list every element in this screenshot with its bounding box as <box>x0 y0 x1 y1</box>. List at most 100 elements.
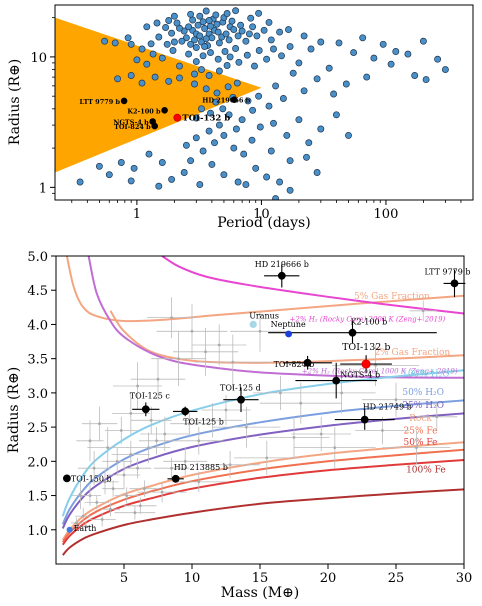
planet-point <box>332 376 341 385</box>
top-data-point <box>265 18 273 26</box>
top-data-point <box>234 32 242 40</box>
top-data-point <box>127 177 135 185</box>
model-curve <box>109 310 464 364</box>
planet-point <box>181 407 190 416</box>
top-data-point <box>255 9 263 17</box>
top-data-point <box>317 125 325 133</box>
faint-point <box>136 466 140 470</box>
top-data-point <box>191 70 198 78</box>
top-data-point <box>220 131 228 139</box>
planet-label: HD 219666 b <box>255 260 309 269</box>
composition-model-labels: 5% Gas Fraction +2% H₂ (Rocky Core) 2000 … <box>290 292 458 475</box>
top-data-point <box>300 32 308 40</box>
top-data-point <box>270 45 277 53</box>
model-label: 100% Fe <box>406 465 446 475</box>
top-data-point <box>350 49 358 57</box>
bottom-y-tick-label: 3.5 <box>27 353 48 368</box>
bottom-x-tick-label: 5 <box>120 571 128 586</box>
top-data-point <box>235 58 243 66</box>
top-data-point <box>285 26 292 34</box>
top-data-point <box>101 37 109 45</box>
model-curve <box>61 459 464 546</box>
planet-point <box>348 328 357 337</box>
top-data-point <box>155 182 163 190</box>
faint-point <box>115 459 119 463</box>
top-data-point <box>124 34 132 42</box>
top-data-point <box>180 169 188 176</box>
top-data-point <box>342 80 350 88</box>
top-data-point <box>201 43 209 51</box>
faint-point <box>125 494 129 497</box>
top-data-point <box>219 105 227 113</box>
top-data-point <box>234 178 242 186</box>
planet-point <box>303 358 312 367</box>
bottom-y-axis-ticks: 1.0 1.5 2.0 2.5 3.0 3.5 4.0 4.5 5.0 <box>27 250 56 539</box>
faint-point <box>119 429 123 432</box>
faint-point <box>160 490 164 494</box>
bottom-y-tick-label: 1.0 <box>27 524 48 539</box>
top-data-point <box>295 116 303 124</box>
top-data-point <box>263 55 271 63</box>
top-plot-frame <box>54 4 474 201</box>
top-scatter-points <box>76 7 449 200</box>
top-data-point <box>176 62 183 70</box>
bottom-x-tick-label: 10 <box>184 571 201 586</box>
faint-point <box>299 401 303 405</box>
top-data-point <box>335 39 343 47</box>
faint-point <box>197 480 201 484</box>
top-labeled-planet-point <box>120 97 128 105</box>
planet-point <box>63 474 71 483</box>
top-data-point <box>330 90 338 98</box>
faint-point <box>421 309 425 313</box>
top-data-point <box>379 40 387 48</box>
top-data-point <box>130 164 138 172</box>
top-data-point <box>276 28 284 36</box>
top-data-point <box>208 34 216 42</box>
bottom-panel: 5% Gas Fraction +2% H₂ (Rocky Core) 2000 … <box>6 250 472 601</box>
faint-point <box>163 432 167 436</box>
faint-point <box>258 329 262 333</box>
faint-point <box>143 487 146 491</box>
top-data-point <box>411 72 419 79</box>
top-data-point <box>279 95 287 102</box>
planet-label: TOI-150 b <box>71 474 112 483</box>
top-data-point <box>247 14 255 22</box>
bottom-y-tick-label: 4.0 <box>27 318 48 333</box>
top-labeled-planet-point <box>230 96 238 103</box>
top-data-point <box>237 21 245 29</box>
bottom-x-tick-label: 30 <box>456 571 473 586</box>
faint-point <box>98 422 101 426</box>
solar-planet-point <box>66 526 73 533</box>
top-planet-label: K2-100 b <box>127 107 161 115</box>
top-y-axis-ticks: 1 10 <box>30 17 55 196</box>
top-data-point <box>244 97 252 105</box>
top-data-point <box>233 79 241 87</box>
top-planet-label: LTT 9779 b <box>79 98 120 106</box>
top-data-point <box>76 178 84 186</box>
faint-point <box>197 439 201 443</box>
top-data-point <box>147 40 155 48</box>
faint-point <box>204 350 208 354</box>
planet-point <box>141 405 150 414</box>
model-label: 25% Fe <box>404 426 438 436</box>
model-label: 50% Fe <box>404 438 438 448</box>
solar-planet-point <box>249 320 257 328</box>
bottom-x-axis-label: Mass (M⊕) <box>221 585 300 601</box>
top-data-point <box>245 30 253 38</box>
top-data-point <box>242 181 250 189</box>
top-x-axis-ticks: 1 10 100 <box>71 200 462 222</box>
model-curve <box>61 441 464 541</box>
top-data-point <box>191 36 198 44</box>
top-data-point <box>215 39 223 47</box>
top-data-point <box>214 55 222 63</box>
top-planet-label: HD 219666 b <box>202 97 250 105</box>
top-data-point <box>189 16 197 24</box>
solar-planet-point <box>285 330 292 338</box>
top-data-point <box>303 153 310 161</box>
faint-point <box>170 316 174 319</box>
model-curve <box>87 256 464 379</box>
top-data-point <box>143 23 151 31</box>
faint-point <box>79 494 82 497</box>
top-data-point <box>404 50 412 58</box>
faint-point <box>122 473 126 477</box>
